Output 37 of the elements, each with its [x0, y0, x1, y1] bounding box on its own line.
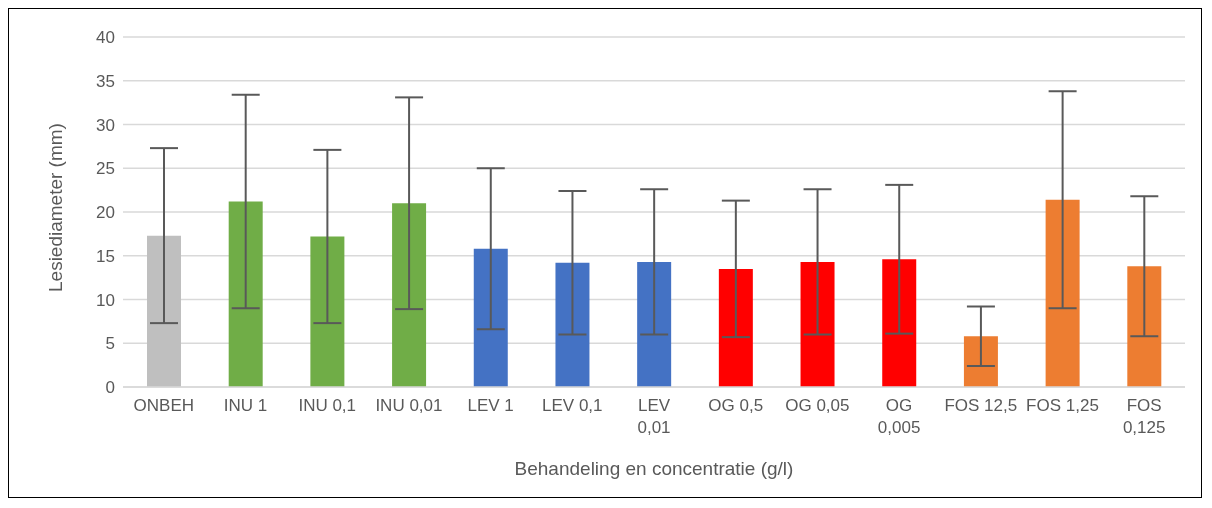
y-axis-title: Lesiediameter (mm) [44, 123, 66, 292]
x-tick-label: LEV 0,1 [542, 396, 603, 416]
bar [800, 261, 835, 387]
x-tick-label: FOS 12,5 [944, 396, 1018, 416]
y-tick-label: 10 [96, 290, 115, 310]
bar [473, 248, 508, 387]
x-tick-label: INU 0,01 [375, 396, 443, 416]
bar [555, 262, 590, 387]
x-tick-label: OG 0,005 [877, 396, 921, 438]
x-tick-label: LEV 1 [467, 396, 514, 416]
bar [310, 236, 345, 387]
y-tick-label: 0 [105, 378, 115, 398]
x-tick-label: ONBEH [133, 396, 195, 416]
x-tick-label: INU 1 [223, 396, 268, 416]
bar [1127, 266, 1162, 387]
y-tick-label: 40 [96, 28, 115, 48]
bar [963, 336, 998, 387]
y-tick-label: 30 [96, 115, 115, 135]
bar [882, 259, 917, 387]
bar [637, 261, 672, 387]
y-tick-label: 20 [96, 203, 115, 223]
y-tick-label: 25 [96, 159, 115, 179]
x-axis-title: Behandeling en concentratie (g/l) [514, 458, 794, 479]
x-tick-label: OG 0,05 [785, 396, 850, 416]
y-tick-label: 35 [96, 71, 115, 91]
x-tick-label: FOS 0,125 [1122, 396, 1166, 438]
bar [228, 201, 263, 387]
y-tick-label: 5 [105, 334, 115, 354]
y-tick-label: 15 [96, 246, 115, 266]
x-tick-label: INU 0,1 [298, 396, 357, 416]
x-tick-label: OG 0,5 [708, 396, 764, 416]
bar [1045, 199, 1080, 387]
bar [147, 235, 181, 387]
bar [718, 268, 753, 387]
x-tick-label: FOS 1,25 [1026, 396, 1099, 416]
x-tick-label: LEV 0,01 [637, 396, 671, 438]
bar [392, 203, 427, 387]
